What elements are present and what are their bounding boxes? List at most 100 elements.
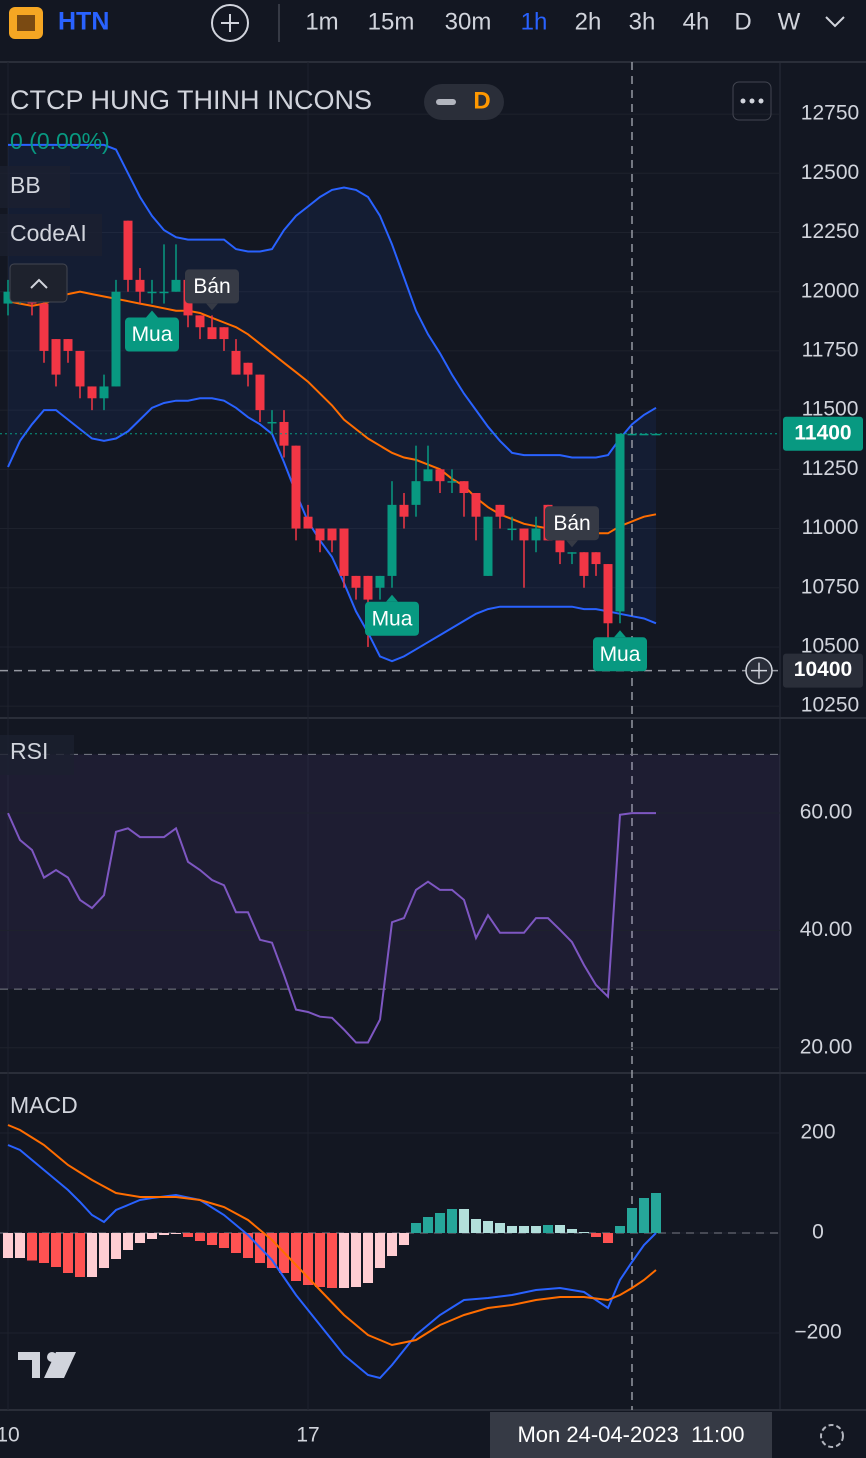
candle-body: [363, 575, 373, 600]
histogram-bar: [291, 1233, 301, 1281]
candle-body: [339, 528, 349, 576]
crosshair-time: Mon 24-04-2023 11:00: [517, 1422, 744, 1447]
y-tick-label: 20.00: [800, 1035, 853, 1058]
histogram-bar: [375, 1233, 385, 1268]
candle-body: [51, 339, 61, 375]
interval[interactable]: D: [734, 8, 751, 35]
collapse-icon: [30, 278, 48, 289]
indicator[interactable]: BB: [10, 172, 41, 198]
candle-body: [147, 291, 157, 294]
candle-body: [279, 421, 289, 446]
candle-body: [447, 481, 457, 483]
signal-label: Mua: [132, 323, 173, 346]
signal-pointer: [146, 310, 158, 318]
histogram-bar: [579, 1232, 589, 1233]
logo-inner: [17, 15, 35, 31]
indicator[interactable]: CodeAI: [10, 220, 87, 246]
candle-body: [195, 315, 205, 328]
signal-pointer: [614, 630, 626, 638]
histogram-bar: [387, 1233, 397, 1256]
histogram-bar: [63, 1233, 73, 1273]
y-tick-label: 10250: [801, 694, 859, 717]
histogram-bar: [351, 1233, 361, 1287]
candle-body: [327, 528, 337, 541]
candle-body: [39, 303, 49, 351]
histogram-bar: [99, 1233, 109, 1268]
histogram-bar: [615, 1226, 625, 1233]
y-tick-label: 60.00: [800, 801, 853, 824]
candle-body: [87, 386, 97, 399]
pane-title-bg: [0, 735, 74, 775]
more-button[interactable]: [732, 81, 772, 121]
histogram-bar: [87, 1233, 97, 1277]
histogram-bar: [315, 1233, 325, 1287]
interval[interactable]: 3h: [629, 8, 656, 35]
histogram-bar: [159, 1233, 169, 1235]
interval[interactable]: 4h: [683, 8, 710, 35]
more-intervals[interactable]: [825, 16, 845, 28]
y-tick-label: 12000: [801, 279, 859, 302]
candle-body: [471, 493, 481, 517]
badge[interactable]: [424, 84, 504, 120]
candle-body: [531, 528, 541, 541]
candle-body: [519, 528, 529, 541]
candle-body: [75, 350, 85, 387]
interval[interactable]: 30m: [445, 8, 492, 35]
candle-body: [591, 552, 601, 565]
histogram-bar: [51, 1233, 61, 1267]
symbol[interactable]: HTN: [58, 8, 109, 36]
histogram-bar: [567, 1229, 577, 1233]
y-tick-label: 11750: [802, 338, 859, 361]
candle-body: [459, 481, 469, 494]
histogram-bar: [171, 1233, 181, 1234]
add-alert-icon: [751, 662, 767, 679]
x-tick-label: 17: [296, 1424, 319, 1447]
collapse-button[interactable]: [9, 263, 68, 303]
histogram-bar: [627, 1208, 637, 1233]
histogram-bar: [123, 1233, 133, 1250]
histogram-bar: [411, 1223, 421, 1233]
histogram-bar: [111, 1233, 121, 1259]
y-tick-label: 12250: [801, 220, 859, 243]
histogram-bar: [219, 1233, 229, 1248]
interval[interactable]: 1m: [305, 8, 338, 35]
candle-body: [603, 564, 613, 624]
signal-label: Bán: [553, 512, 590, 535]
histogram-bar: [75, 1233, 85, 1277]
y-tick-label: 0: [812, 1221, 824, 1244]
interval[interactable]: 1h: [521, 8, 548, 35]
candle-body: [123, 220, 133, 280]
macd-line: [7, 1124, 657, 1347]
pane-title: MACD: [10, 1092, 78, 1118]
interval[interactable]: W: [778, 8, 801, 35]
rsi-band: [0, 754, 780, 990]
y-tick-label: 10750: [801, 575, 859, 598]
interval-badge: D: [473, 87, 490, 114]
crosshair-price: 10400: [794, 658, 852, 681]
change: 0 (0.00%): [10, 128, 110, 154]
histogram-bar: [435, 1213, 445, 1233]
histogram-bar: [3, 1233, 13, 1258]
interval[interactable]: 2h: [575, 8, 602, 35]
charts: 1m 15m 30m 1h 2h 3h 4h D W1025010500107501100011…: [0, 8, 863, 1458]
indicator-bg: [0, 166, 70, 208]
settings-button[interactable]: [820, 1424, 844, 1448]
candle-body: [411, 481, 421, 505]
candle-body: [483, 516, 493, 576]
histogram-bar: [543, 1225, 553, 1233]
histogram-bar: [591, 1233, 601, 1237]
candle-body: [507, 528, 517, 531]
histogram-bar: [231, 1233, 241, 1253]
histogram-bar: [339, 1233, 349, 1288]
signal-box: [545, 506, 599, 541]
histogram-bar: [423, 1217, 433, 1233]
y-tick-label: 10500: [801, 634, 859, 657]
interval[interactable]: 15m: [368, 8, 415, 35]
add-button[interactable]: [211, 4, 249, 42]
signal-box: [593, 637, 647, 672]
y-tick-label: 11500: [802, 398, 859, 421]
histogram-bar: [495, 1223, 505, 1233]
candle-body: [615, 433, 625, 612]
y-tick-label: 12500: [801, 161, 859, 184]
candle-body: [303, 516, 313, 529]
